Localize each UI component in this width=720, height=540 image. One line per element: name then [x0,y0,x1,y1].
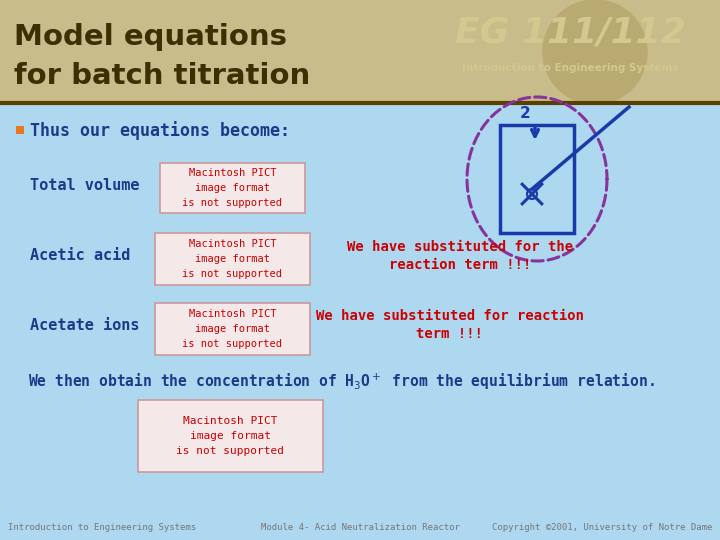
Text: Macintosh PICT
image format
is not supported: Macintosh PICT image format is not suppo… [182,239,282,279]
Circle shape [543,0,647,104]
Text: 2: 2 [520,106,531,121]
Text: We have substituted for reaction: We have substituted for reaction [316,309,584,323]
Text: We have substituted for the: We have substituted for the [347,240,573,254]
Bar [16,126,24,134]
Text: Introduction to Engineering Systems: Introduction to Engineering Systems [8,523,196,532]
Text: Module 4- Acid Neutralization Reactor: Module 4- Acid Neutralization Reactor [261,523,459,532]
Text: Total volume: Total volume [30,178,140,192]
Bar [0,103,720,540]
Bar [160,163,305,213]
Text: Introduction to Engineering Systems: Introduction to Engineering Systems [462,63,678,73]
Text: EG 111/112: EG 111/112 [454,15,685,49]
Text: Acetate ions: Acetate ions [30,318,140,333]
Text: reaction term !!!: reaction term !!! [389,258,531,272]
Text: Model equations: Model equations [14,23,287,51]
Text: Macintosh PICT
image format
is not supported: Macintosh PICT image format is not suppo… [182,309,282,349]
Bar [138,400,323,472]
Text: Copyright ©2001, University of Notre Dame: Copyright ©2001, University of Notre Dam… [492,523,712,532]
Text: Thus our equations become:: Thus our equations become: [30,122,290,140]
Bar [155,303,310,355]
Text: for batch titration: for batch titration [14,62,310,90]
Text: Macintosh PICT
image format
is not supported: Macintosh PICT image format is not suppo… [182,168,282,208]
Text: Macintosh PICT
image format
is not supported: Macintosh PICT image format is not suppo… [176,416,284,456]
Bar [155,233,310,285]
Text: term !!!: term !!! [416,327,484,341]
Bar [500,125,574,233]
Text: We then obtain the concentration of H$_3$O$^+$ from the equilibrium relation.: We then obtain the concentration of H$_3… [28,372,654,392]
Text: Acetic acid: Acetic acid [30,247,130,262]
Bar [0,0,720,103]
